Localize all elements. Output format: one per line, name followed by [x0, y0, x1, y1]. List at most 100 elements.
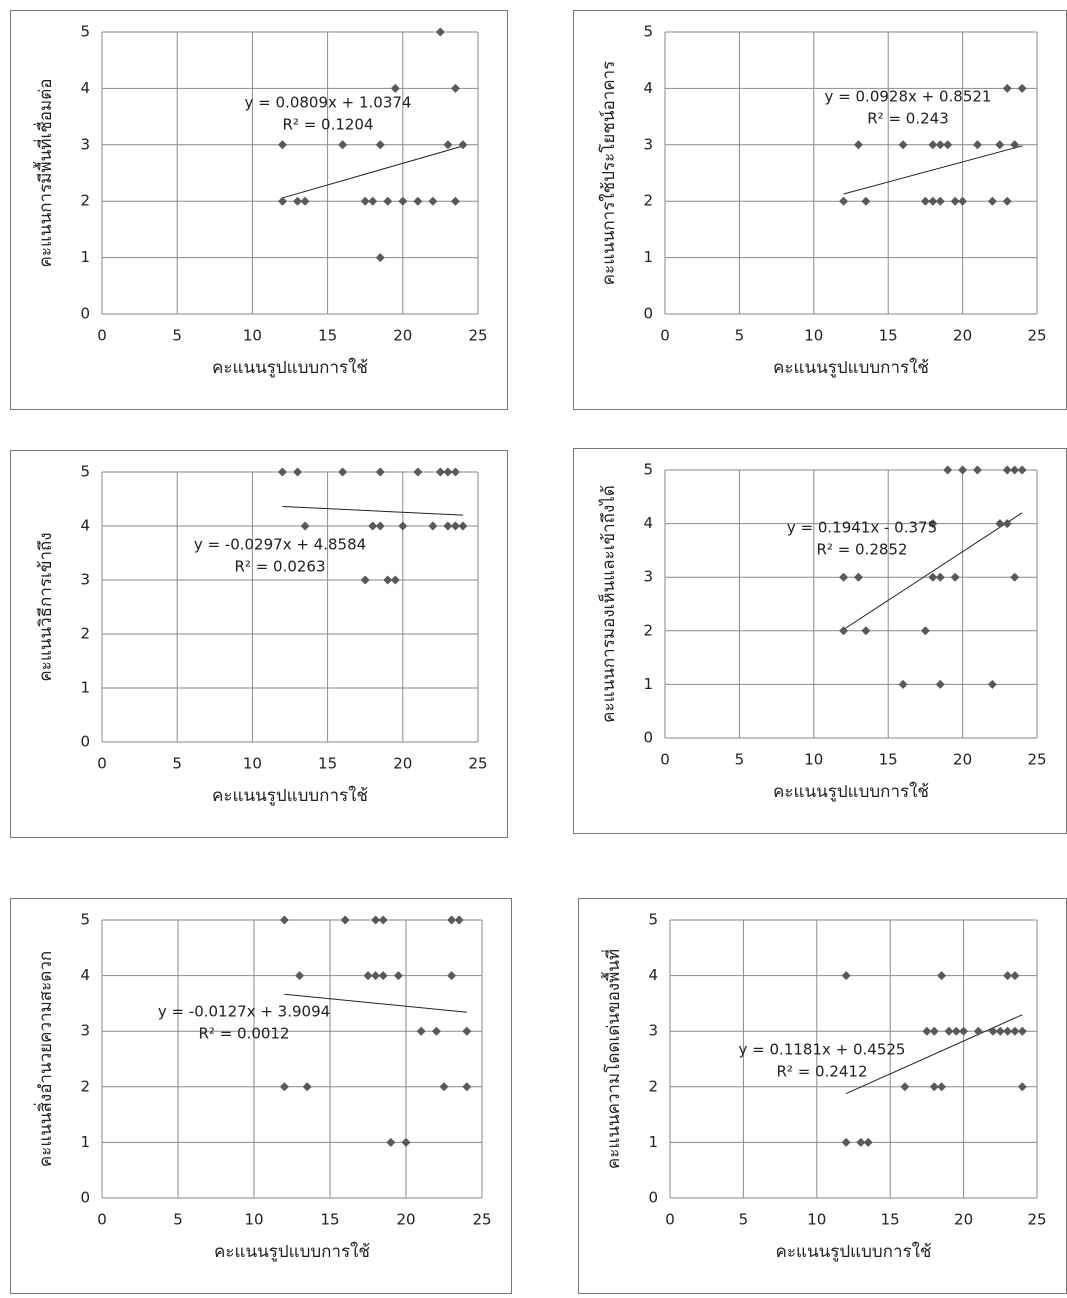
- y-tick-label: 4: [643, 79, 653, 97]
- y-axis-label: คะแนนการใช้ประโยชน์อาคาร: [598, 61, 619, 286]
- point: [928, 196, 938, 206]
- x-tick-label: 25: [1027, 1211, 1046, 1229]
- point: [861, 196, 871, 206]
- trend-equation: y = 0.1181x + 0.4525: [739, 1041, 906, 1059]
- point: [450, 83, 460, 93]
- y-axis-label: คะแนนการมีพื้นที่เชื่อมต่อ: [33, 79, 56, 268]
- chart-panel: 0 1 2 3 4 5 0 5 10 15 20 25 คะแนนรูปแบบการใช้ คะแนนกา…: [573, 10, 1067, 410]
- trend-equation: y = -0.0297x + 4.8584: [194, 536, 366, 554]
- y-tick-label: 0: [80, 1189, 90, 1207]
- point: [951, 1026, 961, 1036]
- point: [937, 1082, 947, 1092]
- y-tick-label: 5: [80, 911, 90, 929]
- x-tick-label: 15: [318, 327, 337, 345]
- point: [898, 140, 908, 150]
- point: [972, 465, 982, 475]
- chart-panel: 0 1 2 3 4 5 0 5 10 15 20 25 คะแนนรูปแบบการใช้ คะแนนวิ…: [10, 450, 508, 838]
- point: [929, 1082, 939, 1092]
- x-tick-label: 5: [735, 751, 745, 769]
- trend-equation: y = 0.0928x + 0.8521: [825, 88, 992, 106]
- point: [447, 915, 457, 925]
- y-tick-label: 0: [648, 1189, 658, 1207]
- x-axis-label: คะแนนรูปแบบการใช้: [773, 357, 929, 378]
- trendline: [282, 505, 463, 516]
- point: [447, 971, 457, 981]
- point: [435, 467, 445, 477]
- trendline: [284, 993, 467, 1013]
- point: [360, 575, 370, 585]
- y-axis-label: คะแนนสิ่งอำนวยความสะดวก: [33, 951, 56, 1167]
- y-tick-label: 1: [80, 679, 90, 697]
- point: [371, 971, 381, 981]
- r-squared: R² = 0.2852: [816, 541, 907, 559]
- y-tick-label: 2: [80, 1077, 90, 1095]
- x-tick-label: 15: [881, 1211, 900, 1229]
- panel-border: [10, 450, 508, 838]
- x-tick-label: 20: [393, 327, 412, 345]
- point: [853, 572, 863, 582]
- x-tick-label: 15: [320, 1211, 339, 1229]
- y-tick-label: 5: [80, 463, 90, 481]
- x-axis-label: คะแนนรูปแบบการใช้: [773, 781, 929, 802]
- point: [443, 467, 453, 477]
- point: [900, 1082, 910, 1092]
- x-tick-label: 5: [173, 1211, 183, 1229]
- x-tick-label: 5: [739, 1211, 749, 1229]
- y-tick-label: 4: [80, 517, 90, 535]
- point: [413, 196, 423, 206]
- x-tick-label: 15: [318, 755, 337, 773]
- x-tick-label: 5: [735, 327, 745, 345]
- y-tick-label: 2: [80, 625, 90, 643]
- y-tick-label: 3: [80, 1022, 90, 1040]
- point: [958, 465, 968, 475]
- point: [375, 253, 385, 263]
- y-tick-label: 1: [80, 248, 90, 266]
- point: [458, 140, 468, 150]
- r-squared: R² = 0.0012: [198, 1025, 289, 1043]
- point: [1002, 196, 1012, 206]
- point: [839, 572, 849, 582]
- point: [1010, 1026, 1020, 1036]
- panel-border: [10, 898, 512, 1294]
- point: [450, 521, 460, 531]
- point: [368, 521, 378, 531]
- trend-equation: y = 0.0809x + 1.0374: [245, 94, 412, 112]
- point: [959, 1026, 969, 1036]
- point: [958, 196, 968, 206]
- x-tick-label: 20: [953, 751, 972, 769]
- point: [435, 27, 445, 37]
- point: [338, 467, 348, 477]
- point: [988, 1026, 998, 1036]
- y-tick-label: 1: [648, 1133, 658, 1151]
- y-tick-label: 2: [643, 621, 653, 639]
- point: [935, 140, 945, 150]
- y-tick-label: 0: [643, 729, 653, 747]
- trend-equation: y = -0.0127x + 3.9094: [158, 1003, 330, 1021]
- point: [863, 1137, 873, 1147]
- point: [416, 1026, 426, 1036]
- point: [279, 1082, 289, 1092]
- y-tick-label: 1: [643, 675, 653, 693]
- point: [293, 196, 303, 206]
- point: [277, 196, 287, 206]
- point: [462, 1082, 472, 1092]
- point: [1002, 519, 1012, 529]
- y-tick-label: 2: [648, 1077, 658, 1095]
- point: [443, 140, 453, 150]
- point: [856, 1137, 866, 1147]
- point: [987, 679, 997, 689]
- y-tick-label: 5: [643, 461, 653, 479]
- point: [439, 1082, 449, 1092]
- point: [401, 1137, 411, 1147]
- x-tick-label: 25: [468, 755, 487, 773]
- point: [995, 140, 1005, 150]
- x-tick-label: 0: [665, 1211, 675, 1229]
- point: [360, 196, 370, 206]
- point: [1017, 465, 1027, 475]
- y-tick-label: 2: [80, 192, 90, 210]
- point: [935, 572, 945, 582]
- x-tick-label: 25: [472, 1211, 491, 1229]
- y-tick-label: 1: [643, 248, 653, 266]
- point: [458, 521, 468, 531]
